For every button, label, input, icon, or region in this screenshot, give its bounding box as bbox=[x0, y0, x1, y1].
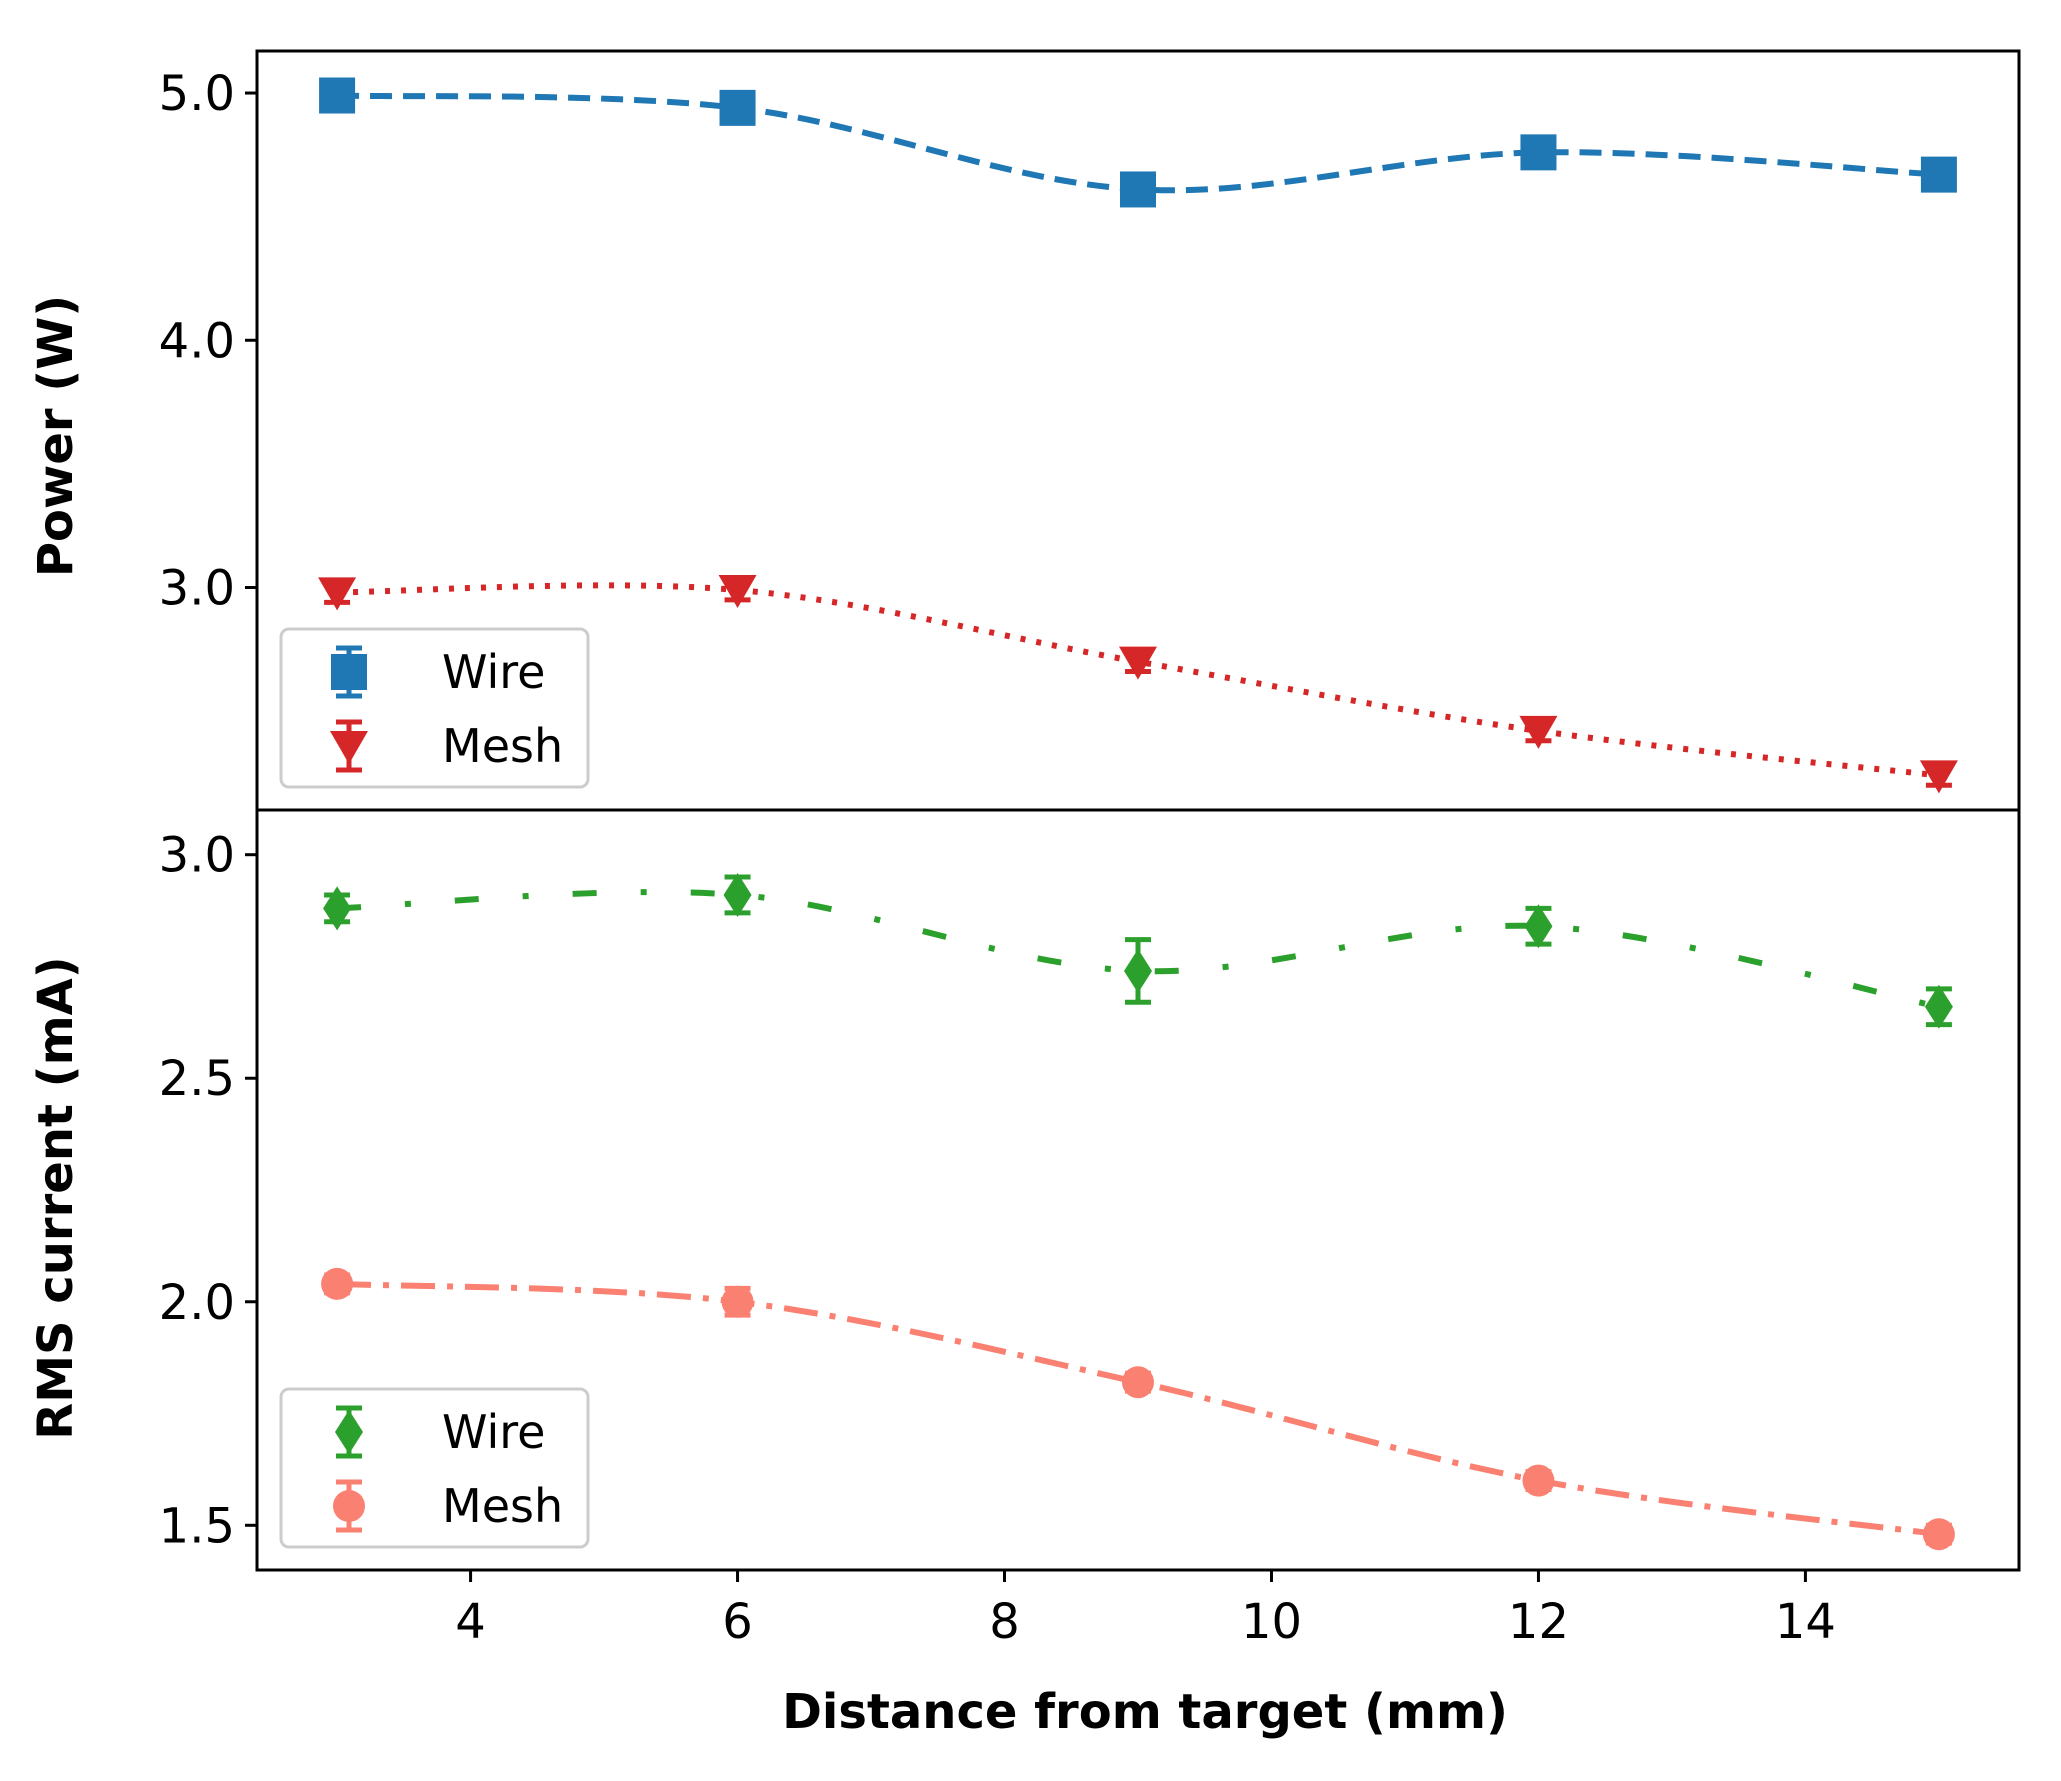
x-tick-label: 14 bbox=[1775, 1594, 1836, 1650]
current-legend-handles bbox=[333, 1405, 365, 1533]
power-mesh-point bbox=[1519, 715, 1558, 749]
current-mesh-point bbox=[721, 1285, 754, 1318]
current-series-lines bbox=[336, 889, 1940, 1538]
current-mesh-point bbox=[321, 1267, 354, 1300]
current-mesh-point bbox=[1522, 1464, 1555, 1497]
power-mesh-point bbox=[1919, 760, 1958, 794]
current-data-marks bbox=[321, 872, 1955, 1551]
current-mesh-point bbox=[1922, 1518, 1955, 1551]
current-wire-point bbox=[323, 886, 352, 931]
power-mesh-point bbox=[318, 577, 357, 611]
power-wire-point bbox=[1120, 171, 1156, 208]
current-y-tick-label: 2.5 bbox=[159, 1051, 235, 1107]
current-y-ticks: 1.5 2.0 2.5 3.0 bbox=[159, 828, 257, 1554]
power-legend-label-mesh: Mesh bbox=[442, 719, 563, 773]
power-mesh-point bbox=[718, 574, 757, 608]
power-wire-point bbox=[1920, 156, 1957, 193]
power-y-tick-label: 3.0 bbox=[159, 560, 235, 616]
power-legend-handles bbox=[330, 645, 368, 773]
current-legend: Wire Mesh bbox=[279, 1387, 590, 1549]
current-wire-line bbox=[336, 889, 1940, 1010]
power-y-ticks: 3.0 4.0 5.0 bbox=[159, 66, 257, 616]
current-y-tick-label: 1.5 bbox=[159, 1498, 235, 1554]
power-y-tick-label: 4.0 bbox=[159, 313, 235, 369]
current-legend-mesh-marker bbox=[333, 1490, 365, 1522]
current-mesh-line bbox=[336, 1280, 1940, 1538]
current-mesh-point bbox=[1122, 1366, 1154, 1399]
power-mesh-point bbox=[1119, 646, 1157, 680]
current-wire-point bbox=[1124, 948, 1152, 993]
x-axis-title: Distance from target (mm) bbox=[782, 1684, 1508, 1740]
current-legend-label-wire: Wire bbox=[442, 1405, 545, 1459]
x-tick-label: 8 bbox=[989, 1594, 1020, 1650]
power-legend-wire-marker bbox=[331, 654, 367, 690]
current-panel: 1.52.02.53.0 4 6 8 10 12 14 RMS current (mA) … bbox=[28, 828, 1955, 1740]
power-y-axis-title: Power (W) bbox=[28, 295, 84, 577]
x-tick-label: 6 bbox=[722, 1594, 753, 1650]
power-wire-point bbox=[1520, 134, 1557, 171]
power-panel: 3.0 4.0 5.0 Power (W) Wire Mesh bbox=[28, 66, 1958, 794]
power-wire-point bbox=[719, 89, 756, 126]
power-data-marks bbox=[318, 77, 1958, 794]
power-y-tick-label: 5.0 bbox=[159, 66, 235, 122]
current-y-tick-label: 2.0 bbox=[159, 1275, 235, 1331]
power-legend-label-wire: Wire bbox=[442, 645, 545, 699]
current-wire-point bbox=[1924, 984, 1953, 1029]
current-legend-label-mesh: Mesh bbox=[442, 1479, 563, 1533]
x-tick-label: 4 bbox=[455, 1594, 486, 1650]
power-legend-mesh-marker bbox=[330, 731, 368, 764]
current-wire-point bbox=[1524, 904, 1553, 949]
x-tick-label: 12 bbox=[1508, 1594, 1569, 1650]
current-y-tick-label: 3.0 bbox=[159, 828, 235, 884]
x-tick-label: 10 bbox=[1241, 1594, 1302, 1650]
power-wire-point bbox=[319, 77, 356, 114]
power-legend: Wire Mesh bbox=[279, 627, 590, 789]
x-ticks: 4 6 8 10 12 14 bbox=[455, 1570, 1836, 1650]
power-mesh-line bbox=[337, 582, 1940, 779]
current-legend-wire-marker bbox=[335, 1410, 363, 1454]
current-wire-point bbox=[723, 872, 752, 917]
current-y-axis-title: RMS current (mA) bbox=[28, 956, 84, 1439]
